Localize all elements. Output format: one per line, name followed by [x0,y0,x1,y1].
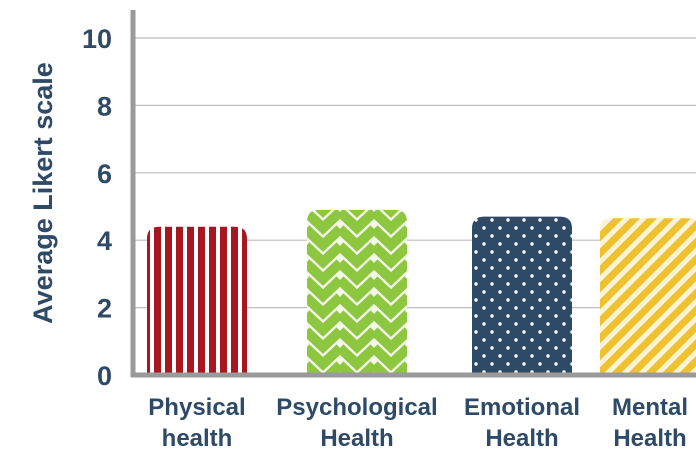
y-tick-label: 0 [97,361,112,391]
y-tick-labels: 0 2 4 6 8 10 [82,24,112,391]
bar [600,218,696,375]
y-tick-label: 4 [97,226,112,256]
y-tick-label: 8 [97,91,112,121]
y-tick-label: 6 [97,159,112,189]
category-label: Physical [148,394,245,421]
category-label: Psychological [276,394,437,421]
y-tick-label: 10 [82,24,112,54]
bars [147,209,696,375]
y-tick-label: 2 [97,294,112,324]
category-label: Health [485,425,558,452]
category-label: Emotional [464,394,580,421]
category-labels: Physical health Psychological Health Emotion… [148,394,688,452]
axes [130,10,696,378]
bar [307,209,407,375]
y-axis-title: Average Likert scale [28,62,58,324]
category-label: Mental [612,394,688,421]
category-label: Health [320,425,393,452]
category-label: health [162,425,233,452]
category-label: Health [613,425,686,452]
bar [147,226,247,375]
bar [472,216,572,375]
